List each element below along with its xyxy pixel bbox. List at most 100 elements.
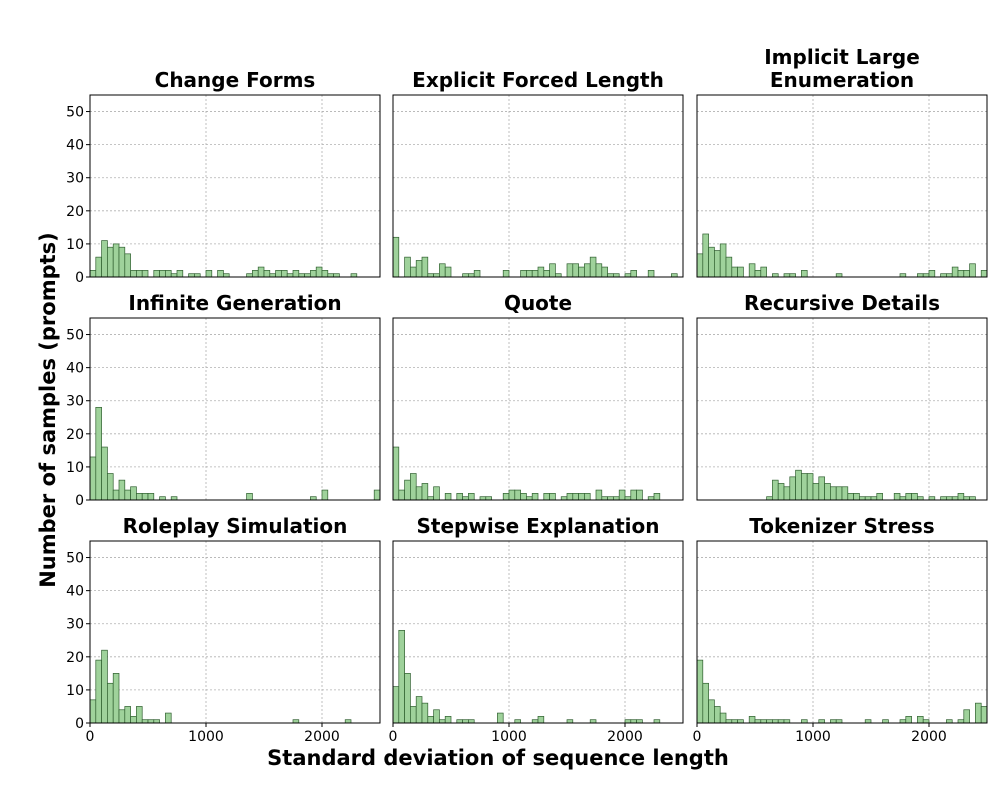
histogram-bar	[136, 270, 143, 277]
histogram-bar	[508, 489, 516, 500]
histogram-bar	[754, 270, 762, 277]
histogram-bar	[795, 469, 802, 500]
histogram-bar	[835, 719, 843, 723]
histogram-bar	[714, 706, 721, 723]
histogram-bar	[589, 256, 597, 277]
histogram-bar	[737, 719, 744, 723]
histogram-bar	[951, 266, 959, 277]
y-tick-label: 30	[66, 394, 84, 410]
histogram-bar	[421, 483, 429, 500]
histogram-bar	[549, 263, 556, 277]
histogram-bar	[647, 270, 655, 277]
histogram-bar	[899, 273, 907, 277]
histogram-bar	[141, 270, 149, 277]
histogram-bar	[980, 270, 987, 277]
histogram-bar	[130, 486, 137, 500]
histogram-bar	[963, 270, 970, 277]
histogram-bar	[485, 496, 492, 500]
histogram-bar	[112, 673, 120, 723]
histogram-bar	[393, 686, 400, 723]
histogram-bar	[101, 446, 108, 500]
histogram-bar	[107, 473, 114, 500]
histogram-bar	[772, 273, 779, 277]
histogram-bar	[136, 706, 143, 723]
bars-group	[393, 236, 678, 277]
histogram-bar	[572, 493, 579, 500]
histogram-bar	[433, 486, 440, 500]
histogram-bar	[153, 270, 160, 277]
histogram-bar	[760, 266, 767, 277]
x-tick-label: 2000	[911, 729, 947, 745]
y-tick-label: 40	[66, 361, 84, 377]
histogram-bar	[176, 270, 184, 277]
histogram-bar	[321, 489, 329, 500]
panel-title: Infinite Generation	[128, 291, 341, 315]
histogram-bar	[893, 493, 901, 500]
panel-title: Explicit Forced Length	[412, 68, 664, 92]
panel-title: Quote	[504, 291, 572, 315]
x-tick-label: 1000	[491, 729, 527, 745]
x-tick-label: 1000	[188, 729, 224, 745]
histogram-bar	[205, 270, 213, 277]
y-tick-label: 10	[66, 460, 84, 476]
histogram-bar	[601, 266, 608, 277]
histogram-bar	[456, 493, 463, 500]
panel-1: Explicit Forced Length	[392, 68, 684, 278]
histogram-bar	[549, 493, 556, 500]
histogram-bar	[882, 719, 889, 723]
panel-title: Roleplay Simulation	[123, 514, 348, 538]
histogram-bar	[653, 493, 661, 500]
histogram-bar	[737, 266, 744, 277]
histogram-bar	[783, 486, 791, 500]
histogram-bar	[165, 270, 172, 277]
histogram-bar	[421, 702, 429, 723]
histogram-bar	[124, 253, 131, 277]
histogram-bar	[789, 273, 796, 277]
histogram-bar	[595, 263, 603, 277]
histogram-bar	[801, 719, 808, 723]
histogram-bar	[653, 719, 661, 723]
histogram-bar	[444, 493, 452, 500]
histogram-bar	[257, 266, 265, 277]
histogram-bar	[90, 270, 97, 277]
y-tick-label: 30	[66, 171, 84, 187]
histogram-bar	[95, 256, 102, 277]
panel-frame	[89, 540, 381, 724]
histogram-bar	[344, 719, 352, 723]
bars-group	[697, 659, 987, 723]
histogram-bar	[572, 263, 579, 277]
panel-6: Roleplay Simulation 0 10 20 30 40 50 0 1000 2000	[66, 514, 381, 745]
histogram-bar	[801, 473, 808, 500]
bars-group	[766, 469, 976, 500]
y-tick-label: 50	[66, 551, 84, 567]
histogram-bar	[118, 479, 126, 500]
histogram-bar	[473, 270, 481, 277]
histogram-bar	[415, 260, 423, 277]
histogram-bar	[90, 699, 97, 723]
histogram-bar	[630, 270, 637, 277]
histogram-bar	[613, 273, 620, 277]
histogram-bar	[514, 719, 521, 723]
y-tick-label: 50	[66, 328, 84, 344]
histogram-bar	[801, 270, 808, 277]
panel-frame	[392, 317, 684, 501]
x-tick-label: 1000	[795, 729, 831, 745]
histogram-bar	[107, 246, 114, 277]
histogram-bar	[917, 496, 924, 500]
panel-8: Tokenizer Stress 0 1000 2000	[693, 514, 988, 745]
y-tick-label: 20	[66, 204, 84, 220]
histogram-bar	[468, 493, 475, 500]
histogram-bar	[566, 263, 574, 277]
bars-group	[90, 240, 358, 277]
histogram-bar	[468, 719, 475, 723]
histogram-bar	[170, 496, 178, 500]
histogram-bar	[410, 266, 417, 277]
histogram-bar	[963, 709, 970, 723]
histogram-bar	[708, 699, 715, 723]
histogram-bar	[578, 493, 585, 500]
histogram-bar	[835, 273, 843, 277]
histogram-bar	[537, 266, 545, 277]
x-axis-label: Standard deviation of sequence length	[267, 746, 729, 770]
histogram-bar	[725, 256, 733, 277]
panel-title: Recursive Details	[744, 291, 940, 315]
